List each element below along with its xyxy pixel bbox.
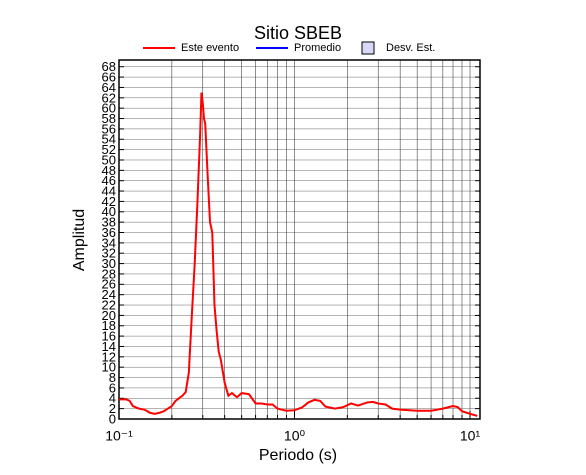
x-tick-label: 10⁰: [284, 428, 306, 444]
y-tick-label: 14: [102, 339, 116, 354]
y-tick-label: 56: [102, 121, 116, 136]
y-tick-label: 68: [102, 59, 116, 74]
y-tick-label: 16: [102, 329, 116, 344]
y-tick-label: 52: [102, 142, 116, 157]
y-tick-label: 10: [102, 360, 116, 375]
legend-swatch: [361, 41, 375, 55]
series-line: [119, 92, 478, 417]
y-tick-label: 6: [109, 380, 116, 395]
y-tick-label: 36: [102, 225, 116, 240]
y-tick-label: 50: [102, 152, 116, 167]
y-tick-label: 30: [102, 256, 116, 271]
y-tick-label: 18: [102, 318, 116, 333]
y-tick-label: 32: [102, 246, 116, 261]
y-tick-label: 4: [109, 391, 116, 406]
chart-title: Sitio SBEB: [254, 23, 342, 43]
y-tick-label: 58: [102, 111, 116, 126]
y-tick-label: 40: [102, 204, 116, 219]
y-tick-label: 34: [102, 235, 116, 250]
y-tick-label: 22: [102, 297, 116, 312]
y-tick-label: 0: [109, 411, 116, 426]
y-tick-label: 64: [102, 80, 116, 95]
y-tick-label: 66: [102, 70, 116, 85]
legend-label: Este evento: [181, 42, 239, 54]
y-tick-label: 46: [102, 173, 116, 188]
y-tick-label: 28: [102, 266, 116, 281]
legend-label: Desv. Est.: [386, 42, 435, 54]
y-tick-label: 62: [102, 90, 116, 105]
y-tick-label: 2: [109, 401, 116, 416]
x-axis-label: Periodo (s): [259, 447, 337, 464]
y-tick-label: 60: [102, 101, 116, 116]
y-tick-label: 26: [102, 277, 116, 292]
y-tick-label: 42: [102, 194, 116, 209]
x-tick-label: 10¹: [460, 428, 481, 444]
x-tick-label: 10⁻¹: [105, 428, 133, 444]
y-tick-label: 24: [102, 287, 116, 302]
y-tick-label: 8: [109, 370, 116, 385]
y-tick-label: 44: [102, 184, 116, 199]
y-tick-label: 38: [102, 215, 116, 230]
y-tick-label: 12: [102, 349, 116, 364]
plot-frame: [118, 59, 481, 420]
legend-label: Promedio: [294, 42, 341, 54]
y-tick-label: 48: [102, 163, 116, 178]
y-axis-label: Amplitud: [71, 209, 88, 271]
y-tick-label: 54: [102, 132, 116, 147]
y-tick-label: 20: [102, 308, 116, 323]
